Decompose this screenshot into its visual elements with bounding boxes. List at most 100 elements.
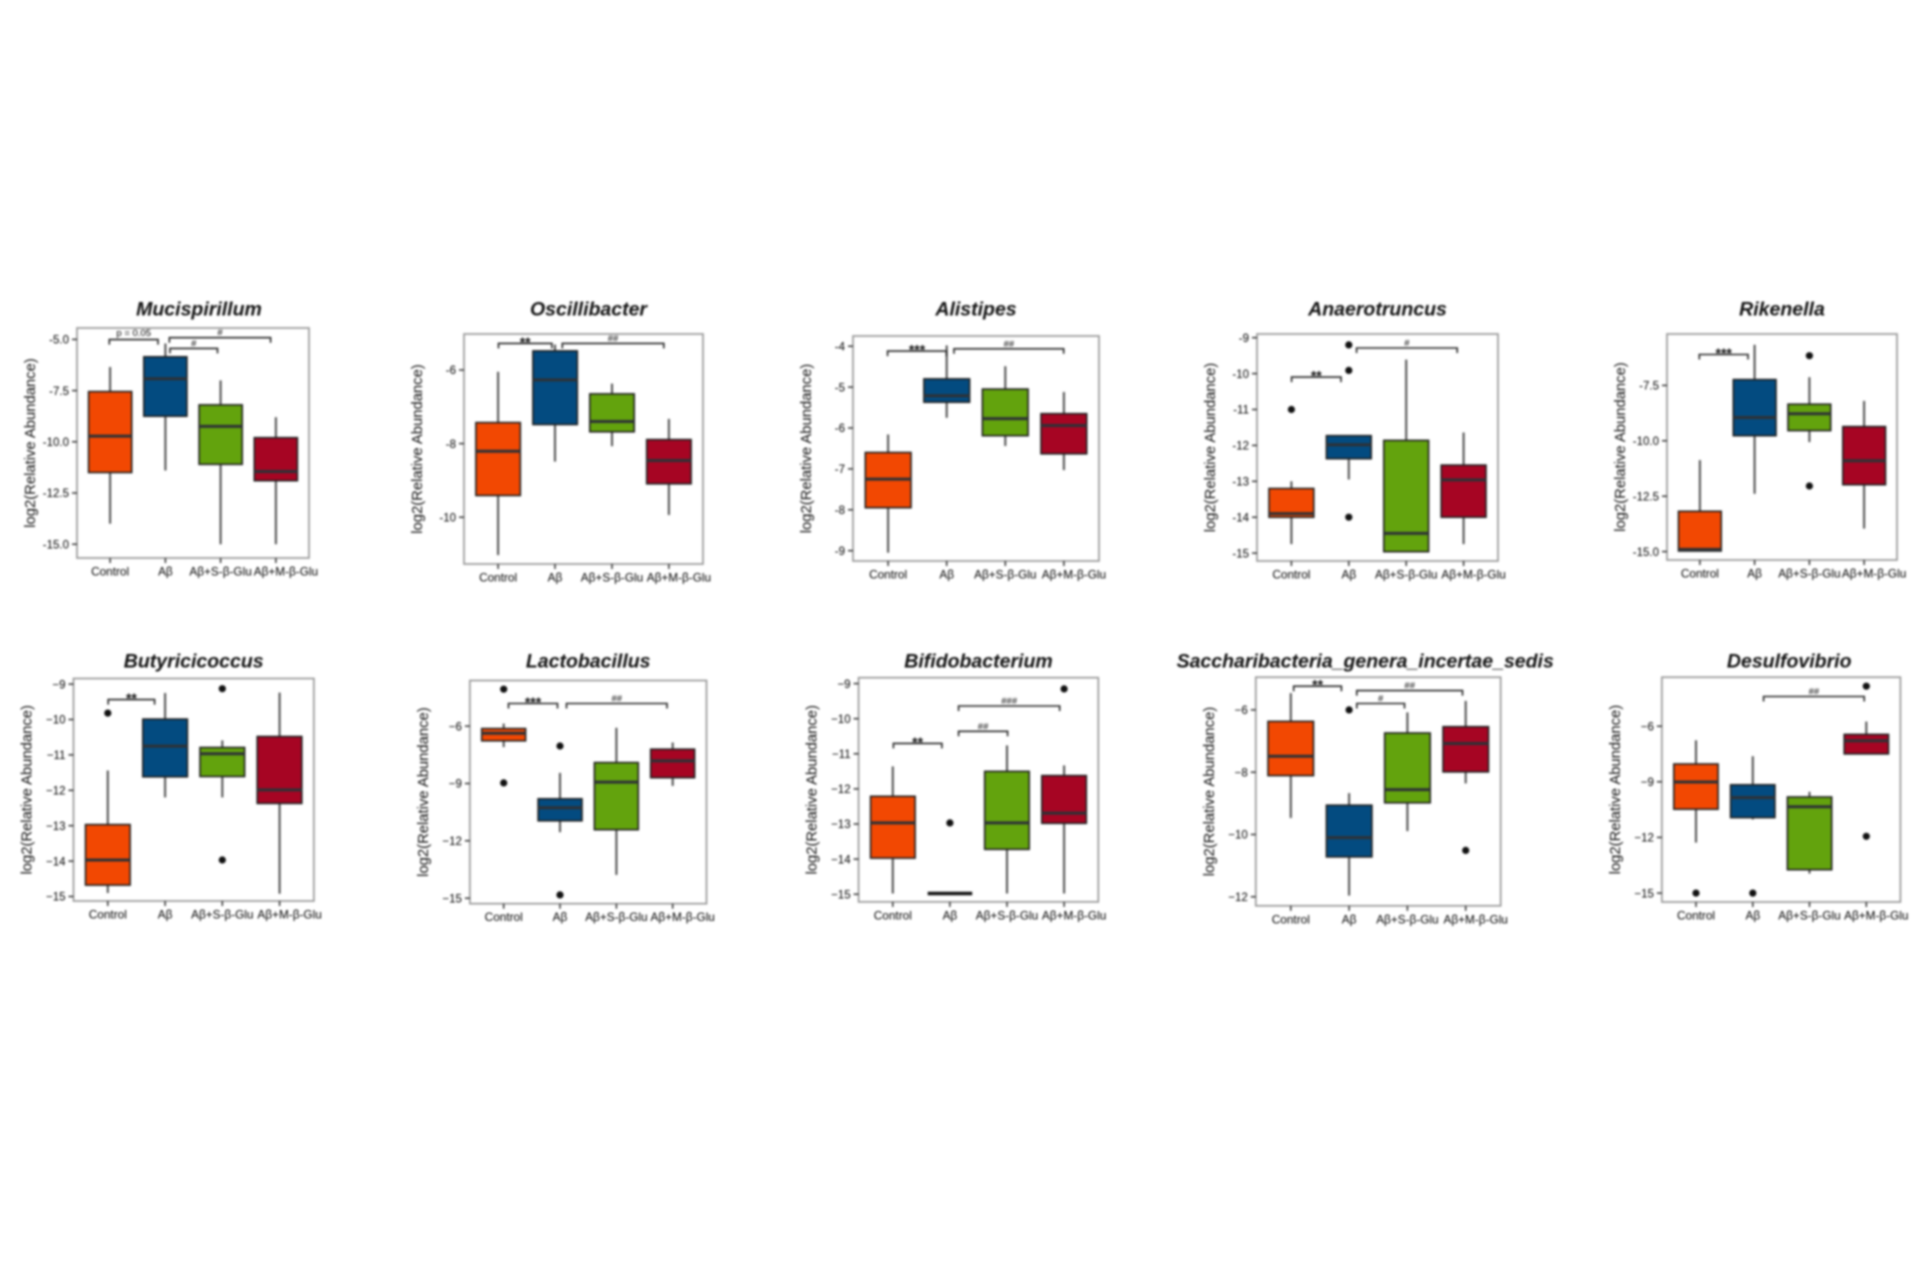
svg-text:Aβ+S-β-Glu: Aβ+S-β-Glu	[1778, 909, 1840, 923]
svg-text:Control: Control	[485, 910, 523, 924]
svg-text:-12.5: -12.5	[43, 488, 69, 500]
svg-text:***: ***	[909, 342, 926, 358]
svg-text:Oscillibacter: Oscillibacter	[530, 299, 648, 321]
svg-text:−9: −9	[52, 679, 65, 691]
svg-text:−15: −15	[46, 892, 66, 904]
svg-text:-10.0: -10.0	[43, 437, 69, 449]
svg-text:-14: -14	[1232, 512, 1249, 524]
svg-text:−10: −10	[1228, 830, 1248, 842]
svg-text:Aβ: Aβ	[548, 571, 563, 585]
svg-text:Aβ: Aβ	[939, 568, 954, 582]
svg-text:−13: −13	[831, 819, 851, 831]
svg-text:#: #	[1378, 694, 1384, 705]
svg-text:log2(Relative Abundance): log2(Relative Abundance)	[1202, 707, 1218, 877]
svg-text:log2(Relative Abundance): log2(Relative Abundance)	[1608, 705, 1624, 875]
svg-text:−10: −10	[46, 715, 66, 727]
svg-text:−15: −15	[442, 893, 462, 905]
svg-text:Mucispirillum: Mucispirillum	[136, 299, 262, 321]
svg-text:−9: −9	[449, 779, 462, 791]
svg-text:Aβ: Aβ	[158, 908, 173, 922]
svg-text:−15: −15	[831, 889, 851, 901]
svg-text:***: ***	[525, 694, 542, 710]
svg-text:**: **	[126, 690, 137, 706]
svg-text:#: #	[191, 338, 197, 349]
svg-text:Aβ+M-β-Glu: Aβ+M-β-Glu	[647, 571, 711, 585]
svg-text:Aβ+S-β-Glu: Aβ+S-β-Glu	[581, 571, 643, 585]
svg-text:log2(Relative Abundance): log2(Relative Abundance)	[1203, 363, 1219, 533]
svg-text:Aβ+M-β-Glu: Aβ+M-β-Glu	[1441, 568, 1505, 582]
svg-text:Control: Control	[1272, 568, 1310, 582]
svg-text:−6: −6	[1641, 721, 1654, 733]
svg-text:log2(Relative Abundance): log2(Relative Abundance)	[23, 358, 39, 528]
svg-text:**: **	[520, 334, 531, 350]
svg-text:Butyricicoccus: Butyricicoccus	[124, 651, 264, 673]
svg-text:Control: Control	[89, 908, 127, 922]
svg-text:log2(Relative Abundance): log2(Relative Abundance)	[20, 705, 36, 875]
svg-text:−11: −11	[832, 749, 851, 761]
svg-text:-15: -15	[1232, 548, 1249, 560]
svg-text:-8: -8	[446, 439, 456, 451]
svg-text:Control: Control	[1677, 909, 1715, 923]
svg-text:Aβ+M-β-Glu: Aβ+M-β-Glu	[254, 565, 318, 579]
svg-text:log2(Relative Abundance): log2(Relative Abundance)	[1613, 362, 1629, 532]
svg-text:−14: −14	[831, 854, 851, 866]
svg-text:−12: −12	[442, 836, 462, 848]
svg-text:-5.0: -5.0	[49, 335, 69, 347]
svg-text:−9: −9	[1641, 777, 1654, 789]
svg-text:Control: Control	[874, 908, 912, 922]
svg-text:Aβ+M-β-Glu: Aβ+M-β-Glu	[1042, 908, 1106, 922]
svg-text:Anaerotruncus: Anaerotruncus	[1307, 299, 1447, 321]
svg-text:Aβ+S-β-Glu: Aβ+S-β-Glu	[191, 908, 253, 922]
svg-text:Aβ+S-β-Glu: Aβ+S-β-Glu	[189, 565, 251, 579]
svg-text:−11: −11	[47, 750, 66, 762]
svg-text:log2(Relative Abundance): log2(Relative Abundance)	[410, 364, 426, 534]
svg-text:-15.0: -15.0	[1633, 547, 1659, 559]
svg-text:**: **	[912, 734, 923, 750]
svg-text:Aβ: Aβ	[158, 565, 173, 579]
svg-text:-10.0: -10.0	[1633, 436, 1659, 448]
svg-text:#: #	[217, 328, 223, 339]
svg-text:***: ***	[1716, 345, 1733, 361]
svg-text:Aβ: Aβ	[1342, 912, 1357, 926]
svg-text:-9: -9	[1239, 333, 1249, 345]
svg-text:Aβ: Aβ	[1747, 567, 1762, 581]
svg-text:Rikenella: Rikenella	[1739, 299, 1825, 321]
svg-text:-12: -12	[1232, 441, 1249, 453]
svg-text:**: **	[1312, 677, 1323, 693]
svg-text:Aβ+M-β-Glu: Aβ+M-β-Glu	[1042, 568, 1106, 582]
svg-text:-4: -4	[835, 341, 846, 353]
svg-text:-15.0: -15.0	[43, 539, 69, 551]
svg-text:-6: -6	[446, 365, 456, 377]
svg-text:Aβ: Aβ	[553, 910, 568, 924]
svg-text:-9: -9	[835, 546, 845, 558]
svg-text:Desulfovibrio: Desulfovibrio	[1727, 651, 1852, 673]
svg-text:Alistipes: Alistipes	[934, 299, 1016, 321]
svg-text:Aβ+M-β-Glu: Aβ+M-β-Glu	[1444, 912, 1508, 926]
svg-text:##: ##	[1809, 687, 1820, 698]
svg-text:-13: -13	[1232, 477, 1249, 489]
svg-text:Aβ+M-β-Glu: Aβ+M-β-Glu	[257, 908, 321, 922]
svg-text:Aβ+S-β-Glu: Aβ+S-β-Glu	[976, 908, 1038, 922]
svg-text:−12: −12	[831, 784, 851, 796]
svg-text:Control: Control	[1681, 567, 1719, 581]
svg-text:−15: −15	[1634, 888, 1654, 900]
svg-text:-11: -11	[1233, 405, 1249, 417]
svg-text:##: ##	[1004, 339, 1015, 350]
svg-text:-7.5: -7.5	[49, 386, 69, 398]
svg-text:##: ##	[612, 694, 623, 705]
svg-text:Bifidobacterium: Bifidobacterium	[904, 651, 1052, 673]
svg-text:Saccharibacteria_genera_incert: Saccharibacteria_genera_incertae_sedis	[1177, 651, 1554, 673]
svg-text:-8: -8	[835, 505, 845, 517]
svg-text:**: **	[1311, 368, 1322, 384]
svg-text:-6: -6	[835, 423, 845, 435]
svg-text:Lactobacillus: Lactobacillus	[526, 651, 651, 673]
svg-text:Aβ: Aβ	[1341, 568, 1356, 582]
svg-text:Control: Control	[91, 565, 129, 579]
svg-text:−12: −12	[1634, 833, 1654, 845]
svg-text:Aβ+S-β-Glu: Aβ+S-β-Glu	[585, 910, 647, 924]
svg-text:Control: Control	[869, 568, 907, 582]
svg-text:Control: Control	[1272, 912, 1310, 926]
svg-text:Aβ+S-β-Glu: Aβ+S-β-Glu	[1778, 567, 1840, 581]
svg-text:Control: Control	[479, 571, 517, 585]
svg-text:-7.5: -7.5	[1639, 381, 1659, 393]
